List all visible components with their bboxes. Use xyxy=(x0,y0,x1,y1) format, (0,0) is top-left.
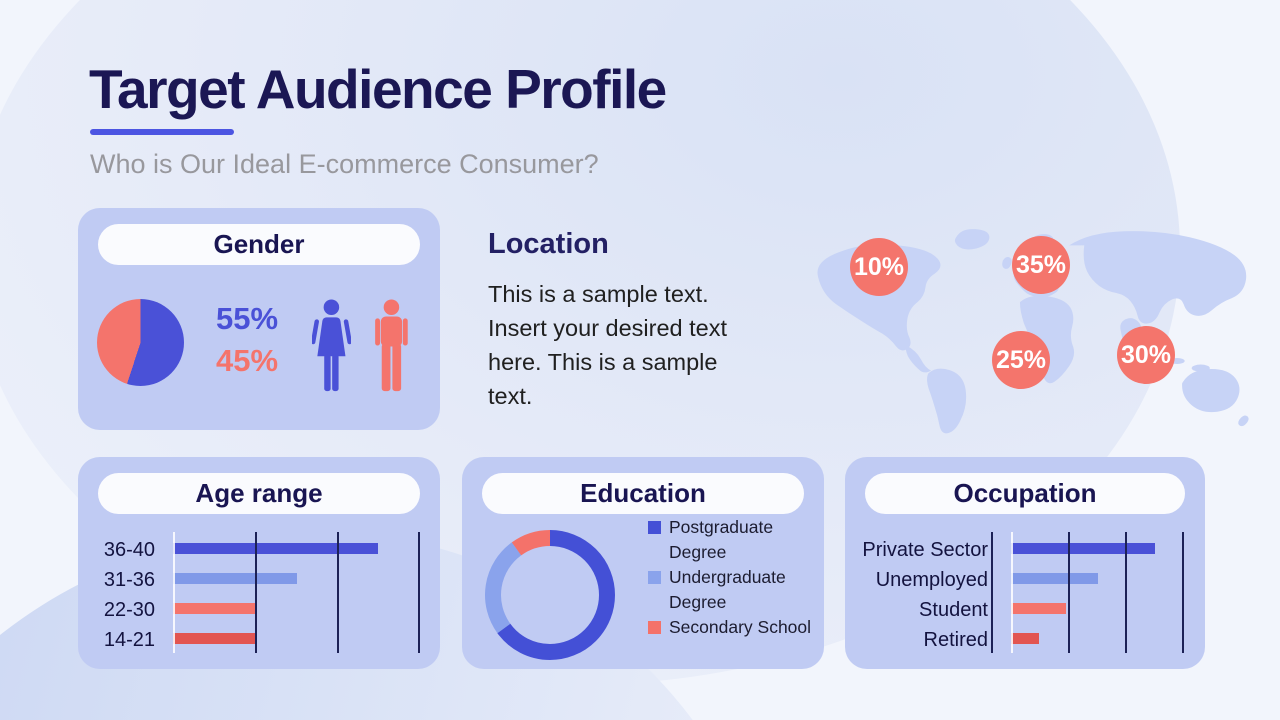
age-label: 22-30 xyxy=(103,599,155,621)
occupation-chart xyxy=(1011,532,1184,653)
axis-line xyxy=(173,532,175,653)
map-bubble: 30% xyxy=(1117,326,1175,384)
gridline xyxy=(1125,532,1127,653)
legend-label: Secondary School xyxy=(669,617,812,637)
gridline xyxy=(1182,532,1184,653)
education-title-pill: Education xyxy=(482,473,804,514)
age-range-card: Age range 36-40 31-36 22-30 14-21 xyxy=(78,457,440,669)
location-map: 10% 35% 25% 30% xyxy=(803,216,1260,434)
gender-pie-chart xyxy=(97,299,184,386)
education-legend: Postgraduate Degree Undergraduate Degree… xyxy=(648,515,818,640)
legend-label: Postgraduate Degree xyxy=(669,517,774,562)
occupation-label: Unemployed xyxy=(875,569,988,591)
age-label: 36-40 xyxy=(103,539,155,561)
occupation-bar xyxy=(1011,603,1067,614)
female-icon xyxy=(312,299,351,396)
axis-line xyxy=(991,532,993,653)
occupation-title-pill: Occupation xyxy=(865,473,1185,514)
age-range-chart xyxy=(173,532,420,653)
education-donut-chart xyxy=(485,530,615,660)
occupation-bar xyxy=(1011,543,1155,554)
age-label: 14-21 xyxy=(103,629,155,651)
age-range-title-pill: Age range xyxy=(98,473,420,514)
location-title: Location xyxy=(488,228,609,260)
legend-item: Undergraduate Degree xyxy=(648,565,818,615)
occupation-label: Private Sector xyxy=(862,539,988,561)
title-underline xyxy=(90,129,234,135)
education-card: Education Postgraduate Degree Undergradu… xyxy=(462,457,824,669)
occupation-label: Retired xyxy=(923,629,988,651)
gridline xyxy=(255,532,257,653)
page-subtitle: Who is Our Ideal E-commerce Consumer? xyxy=(90,149,599,179)
gender-card: Gender 55% 45% xyxy=(78,208,440,430)
legend-swatch-secondary xyxy=(648,621,661,634)
occupation-bar xyxy=(1011,573,1098,584)
map-bubble: 25% xyxy=(992,331,1050,389)
page-title: Target Audience Profile xyxy=(89,58,667,120)
gridline xyxy=(1068,532,1070,653)
age-bar xyxy=(173,633,255,644)
gridline xyxy=(418,532,420,653)
male-icon xyxy=(373,299,410,396)
legend-swatch-postgraduate xyxy=(648,521,661,534)
occupation-bar xyxy=(1011,633,1039,644)
legend-label: Undergraduate Degree xyxy=(669,567,786,612)
axis-line xyxy=(1011,532,1013,653)
map-bubble: 35% xyxy=(1012,236,1070,294)
occupation-card: Occupation Private Sector Unemployed Stu… xyxy=(845,457,1205,669)
age-bar xyxy=(173,573,297,584)
legend-swatch-undergraduate xyxy=(648,571,661,584)
location-body-text: This is a sample text. Insert your desir… xyxy=(488,281,728,409)
legend-item: Postgraduate Degree xyxy=(648,515,818,565)
age-label: 31-36 xyxy=(103,569,155,591)
gender-male-pct: 45% xyxy=(216,343,279,378)
gender-title-pill: Gender xyxy=(98,224,420,265)
age-bar xyxy=(173,603,255,614)
legend-item: Secondary School xyxy=(648,615,818,640)
gridline xyxy=(337,532,339,653)
age-bar xyxy=(173,543,378,554)
occupation-label: Student xyxy=(919,599,988,621)
map-bubble: 10% xyxy=(850,238,908,296)
gender-female-pct: 55% xyxy=(216,301,279,336)
